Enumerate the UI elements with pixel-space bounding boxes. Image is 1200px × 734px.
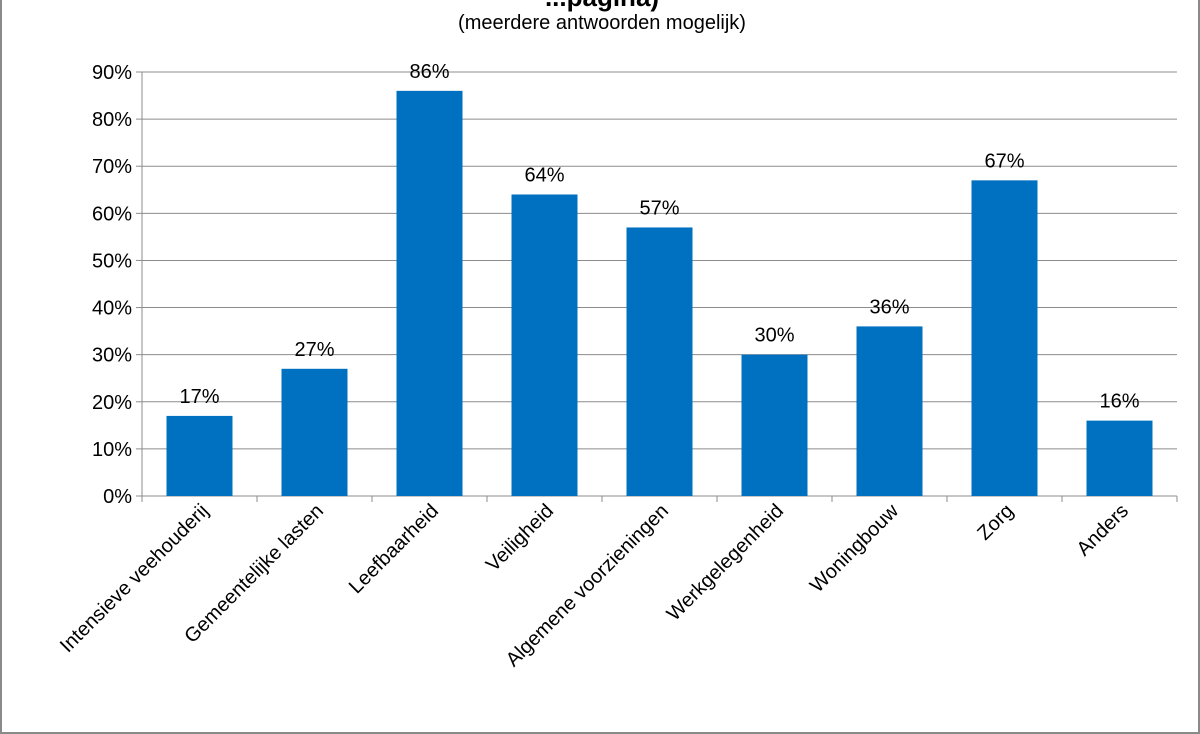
y-tick-label-6: 60% — [92, 203, 132, 225]
y-tick-label-9: 90% — [92, 62, 132, 84]
data-label-2: 86% — [409, 61, 449, 83]
category-label-5: Werkgelegenheid — [663, 500, 788, 625]
chart-title: ...pagina) — [2, 0, 1200, 13]
y-tick-label-3: 30% — [92, 345, 132, 367]
data-label-8: 16% — [1099, 391, 1139, 413]
y-tick-label-0: 0% — [103, 486, 132, 508]
y-tick-label-4: 40% — [92, 298, 132, 320]
y-tick-label-8: 80% — [92, 109, 132, 131]
bar-6 — [856, 326, 923, 496]
y-tick-label-7: 70% — [92, 156, 132, 178]
data-label-4: 57% — [639, 197, 679, 219]
data-label-1: 27% — [294, 339, 334, 361]
data-label-7: 67% — [984, 150, 1024, 172]
category-label-3: Veiligheid — [482, 500, 558, 576]
bar-1 — [281, 368, 348, 496]
bar-5 — [741, 354, 808, 496]
chart-subtitle: (meerdere antwoorden mogelijk) — [458, 12, 746, 34]
category-label-7: Zorg — [973, 500, 1018, 545]
y-tick-label-2: 20% — [92, 392, 132, 414]
y-tick-label-5: 50% — [92, 250, 132, 272]
bar-0 — [166, 415, 233, 496]
bar-3 — [511, 194, 578, 496]
bar-4 — [626, 227, 693, 496]
category-label-2: Leefbaarheid — [345, 500, 443, 598]
data-label-3: 64% — [524, 164, 564, 186]
y-tick-label-1: 10% — [92, 439, 132, 461]
category-label-8: Anders — [1073, 500, 1133, 560]
category-label-6: Woningbouw — [806, 500, 903, 597]
data-label-5: 30% — [754, 325, 794, 347]
data-label-6: 36% — [869, 296, 909, 318]
data-label-0: 17% — [179, 386, 219, 408]
bar-2 — [396, 90, 463, 496]
bar-8 — [1086, 420, 1153, 496]
bar-7 — [971, 180, 1038, 496]
